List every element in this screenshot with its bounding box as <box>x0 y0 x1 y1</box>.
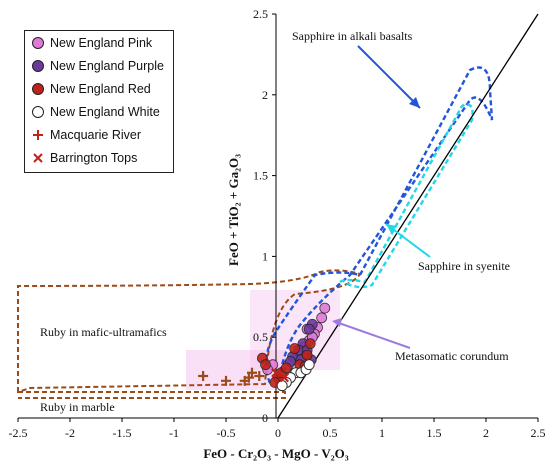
y-tick-label: 2 <box>262 88 268 102</box>
macquarie-river-point <box>198 370 209 381</box>
legend-label: New England Red <box>50 82 151 96</box>
sapphire-syenite-label: Sapphire in syenite <box>418 259 510 273</box>
y-axis-title: FeO + TiO₂ + Ga₂O₃ <box>226 154 241 266</box>
new-england-red-point <box>289 343 301 354</box>
plus-icon <box>31 128 45 142</box>
x-tick-labels: -2.5 -2 -1.5 -1 -0.5 0 0.5 1 1.5 2 2.5 <box>9 418 546 440</box>
legend-item-barrington: Barrington Tops <box>31 148 137 168</box>
metasomatic-label: Metasomatic corundum <box>395 349 509 363</box>
y-tick-label: 0.5 <box>253 330 268 344</box>
x-cross-icon <box>31 151 45 165</box>
legend-label: New England White <box>50 105 160 119</box>
red-circle-icon <box>31 82 45 96</box>
x-axis-title: FeO - Cr₂O₃ - MgO - V₂O₃ <box>203 446 348 461</box>
new-england-white-point <box>303 359 315 371</box>
x-tick-label: 0 <box>275 426 281 440</box>
legend-item-ne-pink: New England Pink <box>31 33 152 53</box>
sapphire-alkali-label: Sapphire in alkali basalts <box>292 29 413 43</box>
new-england-purple-point <box>303 323 315 335</box>
sapphire-syenite-field <box>339 103 474 289</box>
y-tick-labels: 0 0.5 1 1.5 2 2.5 <box>253 7 276 425</box>
barrington-tops-point <box>271 367 281 378</box>
y-tick-label: 2.5 <box>253 7 268 21</box>
legend-label: Macquarie River <box>50 128 142 142</box>
legend-item-ne-red: New England Red <box>31 79 151 99</box>
y-tick-label: 0 <box>262 411 268 425</box>
pink-circle-icon <box>31 36 45 50</box>
x-tick-label: 1 <box>379 426 385 440</box>
sapphire-alkali-arrowhead <box>409 97 420 108</box>
metasomatic-arrow <box>335 321 411 349</box>
legend: New England Pink New England Purple New … <box>24 30 174 173</box>
x-tick-label: -2 <box>65 426 75 440</box>
barrington-tops-point <box>279 372 290 383</box>
legend-item-ne-purple: New England Purple <box>31 56 164 76</box>
legend-label: Barrington Tops <box>50 151 138 165</box>
x-tick-label: 2 <box>483 426 489 440</box>
macquarie-river-point <box>247 367 257 378</box>
macquarie-river-point <box>221 375 231 386</box>
new-england-white-point <box>276 380 288 392</box>
new-england-pink-point <box>319 302 331 314</box>
new-england-pink-point <box>316 312 328 324</box>
legend-label: New England Pink <box>50 36 153 50</box>
new-england-red-point <box>260 359 271 371</box>
ruby-mafic-field <box>17 269 362 394</box>
y-tick-label: 1.5 <box>253 169 268 183</box>
sapphire-syenite-arrowhead <box>386 224 397 233</box>
new-england-red-point <box>301 349 313 361</box>
metasomatic-arrowhead <box>332 318 342 327</box>
purple-circle-icon <box>31 59 45 73</box>
x-tick-label: -2.5 <box>9 426 28 440</box>
x-tick-label: 1.5 <box>427 426 442 440</box>
legend-item-macquarie: Macquarie River <box>31 125 141 145</box>
y-tick-label: 1 <box>262 249 268 263</box>
x-tick-label: 2.5 <box>531 426 546 440</box>
x-tick-label: -1 <box>169 426 179 440</box>
one-to-one-line <box>277 13 539 419</box>
field-outlines <box>17 66 494 399</box>
open-circle-icon <box>31 105 45 119</box>
ruby-marble-field <box>18 391 286 399</box>
sapphire-alkali-field <box>264 66 494 384</box>
sapphire-alkali-arrow <box>357 45 421 109</box>
x-tick-label: -0.5 <box>217 426 236 440</box>
legend-item-ne-white: New England White <box>31 102 160 122</box>
new-england-red-point <box>304 338 316 350</box>
legend-label: New England Purple <box>50 59 164 73</box>
x-tick-label: -1.5 <box>113 426 132 440</box>
data-points <box>198 302 331 392</box>
ruby-marble-label: Ruby in marble <box>40 400 115 414</box>
new-england-red-point <box>280 362 292 374</box>
ruby-mafic-label: Ruby in mafic-ultramafics <box>40 325 167 339</box>
x-tick-label: 0.5 <box>323 426 338 440</box>
macquarie-river-point <box>254 370 265 381</box>
